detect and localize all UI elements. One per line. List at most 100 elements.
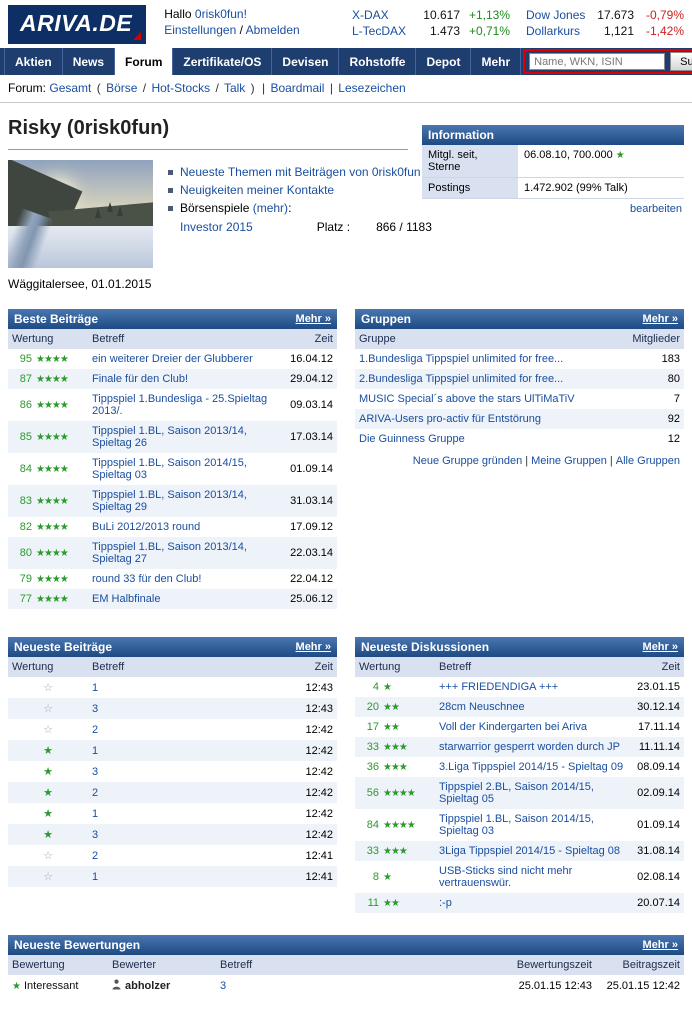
topic-link[interactable]: 28cm Neuschnee xyxy=(439,701,525,713)
section-header: Neueste Diskussionen Mehr » xyxy=(355,637,684,657)
table-row: 4 ★ +++ FRIEDENDIGA +++ 23.01.15 xyxy=(355,677,684,697)
rating-star-icon: ★ xyxy=(43,766,53,778)
topic-link[interactable]: Finale für den Club! xyxy=(92,373,188,385)
post-link[interactable]: 3 xyxy=(92,765,99,778)
mehr-link[interactable]: Mehr » xyxy=(642,641,678,653)
post-link[interactable]: 1 xyxy=(92,681,99,694)
topic-link[interactable]: 3Liga Tippspiel 2014/15 - Spieltag 08 xyxy=(439,845,621,857)
table-row: ★ Interessant abholzer 3 25.01.15 12:43 2… xyxy=(8,975,684,996)
rating-star-icon: ★ xyxy=(43,829,53,841)
index-link-xdax[interactable]: X-DAX xyxy=(352,8,389,22)
rating-stars-icon: ★★★★ xyxy=(383,787,416,799)
topic-link[interactable]: Tippspiel 1.BL, Saison 2014/15, Spieltag… xyxy=(92,457,247,481)
info-label: Postings xyxy=(422,178,518,198)
my-groups-link[interactable]: Meine Gruppen xyxy=(531,455,607,467)
ariva-logo[interactable]: ARIVA.DE xyxy=(8,5,147,44)
topic-link[interactable]: Tippspiel 1.BL, Saison 2014/15, Spieltag… xyxy=(439,813,594,837)
create-group-link[interactable]: Neue Gruppe gründen xyxy=(412,455,523,467)
breadcrumb-link-lesezeichen[interactable]: Lesezeichen xyxy=(338,81,406,95)
post-link[interactable]: 1 xyxy=(92,807,99,820)
topic-link[interactable]: starwarrior gesperrt worden durch JP xyxy=(439,741,620,753)
post-link[interactable]: 1 xyxy=(92,870,99,883)
table-row: 95 ★★★★ ein weiterer Dreier der Glubberer 1… xyxy=(8,349,337,369)
newest-topics-link[interactable]: Neueste Themen mit Beiträgen von 0risk0f… xyxy=(180,165,421,179)
post-time: 12:42 xyxy=(305,807,333,820)
mehr-link[interactable]: Mehr » xyxy=(295,313,331,325)
rating-value: 95 xyxy=(19,353,32,365)
rating-value: 20 xyxy=(366,701,379,713)
topic-link[interactable]: 3.Liga Tippspiel 2014/15 - Spieltag 09 xyxy=(439,761,624,773)
all-groups-link[interactable]: Alle Gruppen xyxy=(615,455,680,467)
topic-link[interactable]: +++ FRIEDENDIGA +++ xyxy=(439,681,559,693)
post-time: 12:42 xyxy=(305,723,333,736)
profile-links: Neueste Themen mit Beiträgen von 0risk0f… xyxy=(167,163,432,268)
topic-link[interactable]: round 33 für den Club! xyxy=(92,573,202,585)
logout-link[interactable]: Abmelden xyxy=(245,23,300,37)
rating-value: 84 xyxy=(19,463,32,475)
mehr-link[interactable]: Mehr » xyxy=(295,641,331,653)
settings-link[interactable]: Einstellungen xyxy=(164,23,237,37)
group-link[interactable]: MUSIC Special´s above the stars UlTiMaTi… xyxy=(359,393,575,405)
search-button[interactable]: Suche xyxy=(670,52,692,71)
col-zeit: Zeit xyxy=(314,661,333,673)
index-link-dollarkurs[interactable]: Dollarkurs xyxy=(526,24,581,38)
username-link[interactable]: 0risk0fun! xyxy=(194,7,247,21)
topic-link[interactable]: USB-Sticks sind nicht mehr vertrauenswür… xyxy=(439,865,573,889)
breadcrumb-link-boerse[interactable]: Börse xyxy=(106,81,138,95)
post-link[interactable]: 2 xyxy=(92,723,99,736)
separator: | xyxy=(329,81,333,95)
group-link[interactable]: Die Guinness Gruppe xyxy=(359,433,465,445)
topic-link[interactable]: Tippspiel 1.BL, Saison 2013/14, Spieltag… xyxy=(92,425,247,449)
breadcrumb-link-talk[interactable]: Talk xyxy=(223,81,246,95)
games-more-link[interactable]: (mehr) xyxy=(252,201,289,215)
separator: ( xyxy=(96,81,101,95)
nav-item-mehr[interactable]: Mehr xyxy=(471,48,522,75)
topic-link[interactable]: Voll der Kindergarten bei Ariva xyxy=(439,721,587,733)
edit-profile-link[interactable]: bearbeiten xyxy=(630,203,682,215)
topic-link[interactable]: EM Halbfinale xyxy=(92,593,161,605)
breadcrumb-link-gesamt[interactable]: Gesamt xyxy=(49,81,92,95)
rating-label: Interessant xyxy=(23,979,79,992)
rating-star-icon: ☆ xyxy=(43,724,53,736)
post-link[interactable]: 1 xyxy=(92,744,99,757)
post-link[interactable]: 3 xyxy=(220,979,227,992)
section-title: Neueste Diskussionen xyxy=(361,640,490,654)
group-link[interactable]: 2.Bundesliga Tippspiel unlimited for fre… xyxy=(359,373,564,385)
rating-value: 4 xyxy=(372,681,379,693)
post-link[interactable]: 3 xyxy=(92,702,99,715)
topic-link[interactable]: Tippspiel 2.BL, Saison 2014/15, Spieltag… xyxy=(439,781,594,805)
nav-item-depot[interactable]: Depot xyxy=(416,48,472,75)
topic-link[interactable]: Tippspiel 1.Bundesliga - 25.Spieltag 201… xyxy=(92,393,268,417)
mehr-link[interactable]: Mehr » xyxy=(642,313,678,325)
contacts-news-link[interactable]: Neuigkeiten meiner Kontakte xyxy=(180,183,335,197)
nav-item-rohstoffe[interactable]: Rohstoffe xyxy=(339,48,417,75)
index-link-dowjones[interactable]: Dow Jones xyxy=(526,8,586,22)
info-box: Information Mitgl. seit, Sterne 06.08.10… xyxy=(422,125,684,219)
breadcrumb-link-hotstocks[interactable]: Hot-Stocks xyxy=(151,81,211,95)
nav-item-zertifikate[interactable]: Zertifikate/OS xyxy=(173,48,273,75)
post-link[interactable]: 2 xyxy=(92,849,99,862)
mehr-link[interactable]: Mehr » xyxy=(642,939,678,951)
index-link-ltecdax[interactable]: L-TecDAX xyxy=(352,24,407,38)
topic-link[interactable]: BuLi 2012/2013 round xyxy=(92,521,201,533)
breadcrumb-link-boardmail[interactable]: Boardmail xyxy=(270,81,325,95)
nav-item-devisen[interactable]: Devisen xyxy=(272,48,340,75)
nav-item-aktien[interactable]: Aktien xyxy=(4,48,63,75)
table-row: 56 ★★★★ Tippspiel 2.BL, Saison 2014/15, Sp… xyxy=(355,777,684,809)
search-input[interactable] xyxy=(529,53,666,70)
post-link[interactable]: 3 xyxy=(92,828,99,841)
topic-link[interactable]: Tippspiel 1.BL, Saison 2013/14, Spieltag… xyxy=(92,541,247,565)
topic-link[interactable]: :-p xyxy=(439,897,452,909)
rater-link[interactable]: abholzer xyxy=(125,980,171,992)
group-link[interactable]: ARIVA-Users pro-activ für Entstörung xyxy=(359,413,541,425)
topic-link[interactable]: ein weiterer Dreier der Glubberer xyxy=(92,353,253,365)
rating-star-icon: ☆ xyxy=(43,871,53,883)
rating-stars-icon: ★★ xyxy=(383,721,400,733)
nav-item-forum-active[interactable]: Forum xyxy=(115,48,174,75)
post-link[interactable]: 2 xyxy=(92,786,99,799)
group-link[interactable]: 1.Bundesliga Tippspiel unlimited for fre… xyxy=(359,353,564,365)
table-row: ★ 2 12:42 xyxy=(8,782,337,803)
topic-link[interactable]: Tippspiel 1.BL, Saison 2013/14, Spieltag… xyxy=(92,489,247,513)
nav-item-news[interactable]: News xyxy=(63,48,116,75)
game-link-investor2015[interactable]: Investor 2015 xyxy=(180,220,253,234)
